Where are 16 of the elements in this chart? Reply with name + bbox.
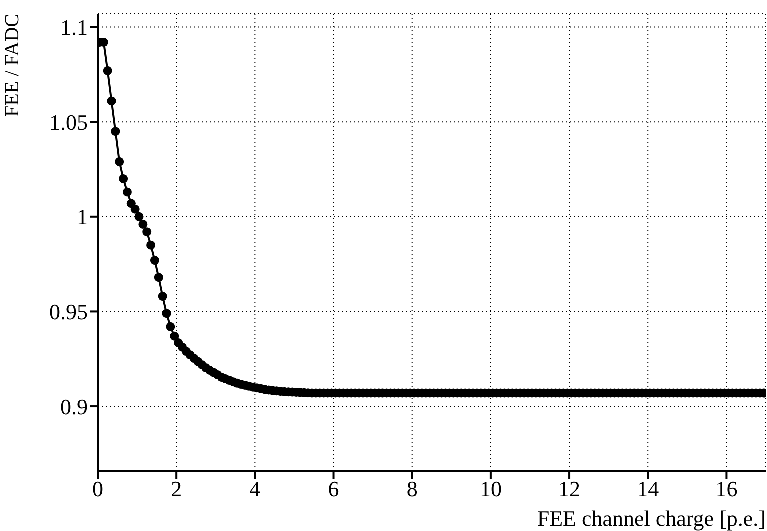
y-tick-label: 1 [77,204,88,230]
y-tick-label: 1.05 [50,110,88,135]
x-tick-label: 8 [406,476,418,502]
x-axis-title: FEE channel charge [p.e.] [537,506,766,531]
x-tick-label: 2 [171,476,182,502]
y-tick-label: 1.1 [60,15,88,40]
x-tick-label: 10 [480,476,502,502]
y-axis-title: FEE / FADC [2,14,24,117]
x-tick-label: 4 [250,476,261,502]
y-tick-label: 0.95 [50,300,88,325]
x-tick-label: 12 [558,476,581,502]
x-tick-label: 14 [637,476,660,502]
y-tick-label: 0.9 [60,394,88,420]
x-tick-label: 0 [92,476,104,502]
x-tick-label: 16 [716,476,738,502]
x-tick-label: 6 [328,476,340,502]
